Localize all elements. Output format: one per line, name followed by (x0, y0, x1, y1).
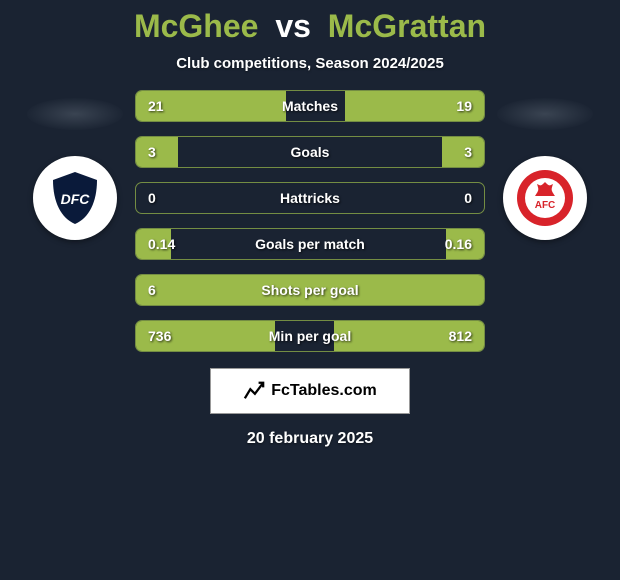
stat-label: Min per goal (136, 328, 484, 344)
vs-label: vs (275, 8, 311, 44)
player1-name: McGhee (134, 8, 258, 44)
stats-column: 2119Matches 33Goals 00Hattricks 0.140.16Goa… (135, 90, 485, 352)
player2-name: McGrattan (328, 8, 486, 44)
stat-label: Hattricks (136, 190, 484, 206)
svg-text:AFC: AFC (535, 200, 556, 211)
right-shadow-ellipse (497, 98, 593, 130)
comparison-card: McGhee vs McGrattan Club competitions, S… (0, 0, 620, 580)
stat-row: 0.140.16Goals per match (135, 228, 485, 260)
stat-label: Goals (136, 144, 484, 160)
brand-text: FcTables.com (271, 382, 377, 400)
left-club-crest: DFC (33, 156, 117, 240)
stat-row: 6Shots per goal (135, 274, 485, 306)
svg-text:DFC: DFC (61, 191, 91, 207)
left-shadow-ellipse (27, 98, 123, 130)
stat-row: 736812Min per goal (135, 320, 485, 352)
date-label: 20 february 2025 (247, 430, 373, 448)
brand-badge: FcTables.com (210, 368, 410, 414)
page-title: McGhee vs McGrattan (134, 8, 486, 45)
stat-label: Matches (136, 98, 484, 114)
stat-row: 33Goals (135, 136, 485, 168)
left-side: DFC (15, 90, 135, 240)
shield-icon: DFC (45, 168, 105, 228)
body-row: DFC 2119Matches 33Goals 00Hattricks 0.140.1… (0, 90, 620, 352)
badge-icon: AFC (515, 168, 575, 228)
chart-icon (243, 380, 265, 402)
subtitle: Club competitions, Season 2024/2025 (176, 55, 444, 72)
stat-row: 00Hattricks (135, 182, 485, 214)
stat-row: 2119Matches (135, 90, 485, 122)
right-club-crest: AFC (503, 156, 587, 240)
stat-label: Goals per match (136, 236, 484, 252)
stat-label: Shots per goal (136, 282, 484, 298)
right-side: AFC (485, 90, 605, 240)
